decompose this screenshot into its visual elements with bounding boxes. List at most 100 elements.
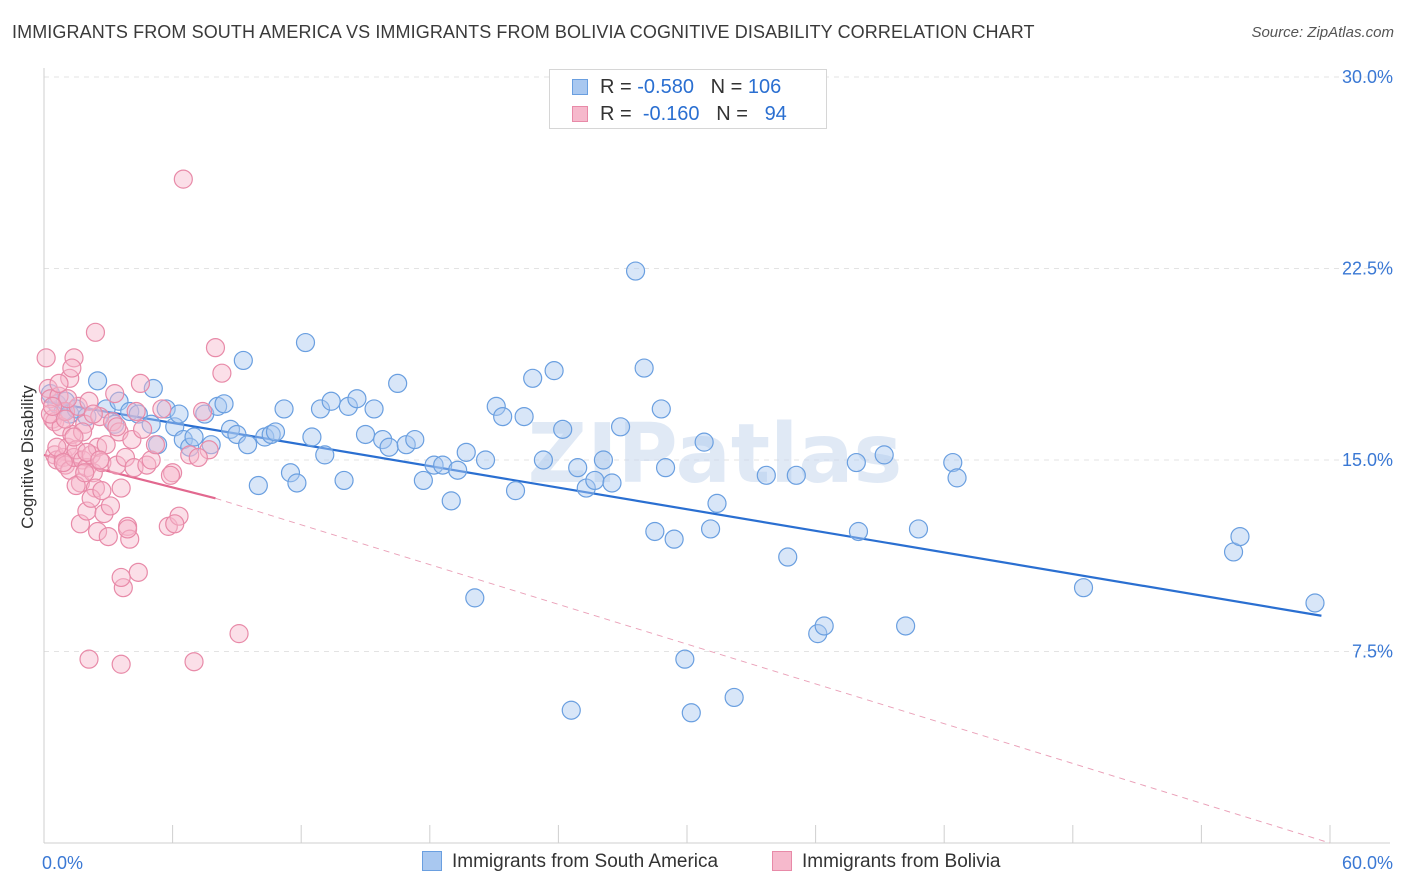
- point-bolivia: [105, 384, 125, 404]
- point-bolivia: [111, 567, 131, 588]
- point-south-america: [321, 391, 341, 411]
- point-south-america: [475, 450, 496, 470]
- point-south-america: [355, 424, 376, 445]
- point-bolivia: [117, 519, 138, 539]
- point-bolivia: [85, 322, 106, 342]
- point-bolivia: [42, 396, 63, 416]
- legend-row-south-america: R = -0.580 N = 106: [572, 76, 781, 99]
- point-south-america: [625, 261, 646, 281]
- point-south-america: [128, 404, 148, 424]
- point-south-america: [302, 427, 322, 447]
- point-south-america: [169, 404, 189, 424]
- trend-line-bolivia-extension: [215, 497, 1331, 844]
- point-bolivia: [36, 348, 56, 368]
- point-bolivia: [40, 404, 61, 424]
- point-south-america: [214, 394, 234, 414]
- point-south-america: [700, 519, 721, 539]
- legend-n-label: N =: [710, 76, 743, 98]
- point-south-america: [561, 700, 581, 720]
- watermark: ZIPatlas: [528, 407, 903, 502]
- point-bolivia: [55, 409, 76, 429]
- point-south-america: [315, 445, 335, 465]
- point-south-america: [347, 389, 367, 409]
- point-bolivia: [145, 435, 166, 455]
- source-label: Source: ZipAtlas.com: [1251, 24, 1394, 41]
- point-bolivia: [92, 481, 112, 501]
- point-south-america: [786, 465, 806, 485]
- point-bolivia: [111, 478, 131, 498]
- point-bolivia: [92, 452, 112, 473]
- bottom-legend-swatch-bolivia: [772, 851, 792, 871]
- point-south-america: [379, 437, 399, 457]
- bottom-legend-label: Immigrants from Bolivia: [802, 851, 1001, 872]
- point-south-america: [413, 470, 433, 491]
- point-south-america: [364, 399, 384, 419]
- legend-row-bolivia: R = -0.160 N = 94: [572, 103, 787, 126]
- point-south-america: [610, 417, 631, 437]
- point-south-america: [675, 649, 695, 669]
- point-south-america: [1305, 593, 1325, 613]
- point-south-america: [287, 473, 307, 493]
- point-south-america: [87, 371, 108, 391]
- point-bolivia: [94, 504, 114, 524]
- point-south-america: [645, 521, 665, 542]
- point-south-america: [724, 687, 744, 708]
- point-bolivia: [79, 649, 99, 669]
- point-south-america: [441, 491, 461, 511]
- point-south-america: [808, 624, 828, 644]
- point-bolivia: [184, 652, 204, 672]
- point-bolivia: [193, 401, 213, 422]
- point-bolivia: [64, 427, 84, 447]
- point-south-america: [465, 588, 485, 608]
- point-bolivia: [53, 452, 73, 473]
- point-south-america: [448, 460, 468, 480]
- point-bolivia: [107, 417, 127, 437]
- point-bolivia: [111, 654, 131, 674]
- tick-labels: 7.5% 15.0% 22.5% 30.0% 0.0% 60.0%: [42, 67, 1393, 873]
- point-bolivia: [152, 399, 172, 419]
- point-south-america: [778, 547, 798, 567]
- point-south-america: [334, 470, 354, 491]
- point-south-america: [568, 458, 588, 478]
- point-south-america: [694, 432, 714, 452]
- legend-n-value: 94: [764, 103, 787, 125]
- point-bolivia: [87, 521, 108, 542]
- point-south-america: [456, 442, 476, 462]
- point-south-america: [593, 450, 614, 470]
- point-bolivia: [128, 562, 148, 582]
- legend-n-label: N =: [716, 103, 748, 125]
- point-south-america: [233, 350, 253, 371]
- point-south-america: [756, 465, 776, 485]
- point-bolivia: [68, 396, 88, 416]
- point-south-america: [295, 332, 316, 353]
- point-bolivia: [83, 404, 103, 424]
- point-south-america: [874, 445, 894, 465]
- point-bolivia: [163, 463, 183, 483]
- point-south-america: [184, 427, 204, 447]
- point-south-america: [544, 361, 564, 381]
- point-bolivia: [75, 463, 95, 483]
- legend-r-label: R =: [600, 103, 632, 125]
- point-south-america: [156, 399, 176, 419]
- point-south-america: [943, 452, 963, 473]
- point-south-america: [310, 399, 331, 419]
- legend-swatch-south-america: [572, 79, 588, 95]
- point-bolivia: [98, 526, 118, 547]
- point-south-america: [908, 519, 929, 539]
- point-south-america: [505, 481, 526, 501]
- point-south-america: [651, 399, 671, 419]
- point-bolivia: [229, 624, 249, 644]
- point-bolivia: [188, 447, 208, 468]
- point-bolivia: [90, 450, 110, 470]
- point-south-america: [846, 452, 866, 473]
- point-south-america: [814, 616, 834, 636]
- point-south-america: [493, 406, 513, 427]
- point-south-america: [514, 406, 534, 427]
- point-bolivia: [49, 373, 69, 393]
- chart-title: IMMIGRANTS FROM SOUTH AMERICA VS IMMIGRA…: [12, 22, 1035, 42]
- bottom-legend-label: Immigrants from South America: [452, 851, 719, 872]
- y-tick-label: 22.5%: [1342, 259, 1393, 279]
- legend-r-value: -0.160: [642, 103, 700, 125]
- bottom-legend-bolivia: Immigrants from Bolivia: [772, 851, 1001, 873]
- legend-swatch-bolivia: [572, 106, 588, 122]
